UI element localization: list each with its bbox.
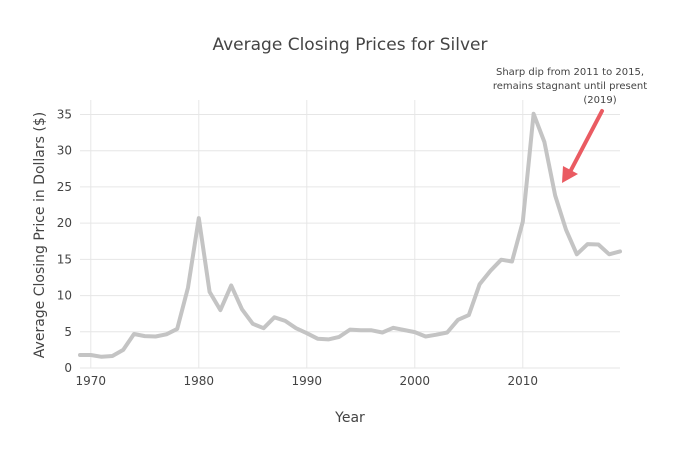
y-tick-label: 10 xyxy=(57,289,72,303)
annotation-line-1: Sharp dip from 2011 to 2015, xyxy=(496,67,644,78)
series-layer xyxy=(78,111,622,359)
y-tick-label: 5 xyxy=(64,325,72,339)
chart-title: Average Closing Prices for Silver xyxy=(212,35,487,55)
annotation-arrow xyxy=(568,109,604,174)
annotation-arrow-head xyxy=(562,166,578,183)
annotation: Sharp dip from 2011 to 2015, remains sta… xyxy=(493,67,647,183)
y-tick-label: 15 xyxy=(57,252,72,266)
x-tick-label: 2000 xyxy=(400,374,431,388)
y-tick-label: 25 xyxy=(57,180,72,194)
series-line xyxy=(78,111,622,359)
x-tick-label: 2010 xyxy=(508,374,539,388)
y-tick-label: 20 xyxy=(57,216,72,230)
annotation-line-3: (2019) xyxy=(583,95,616,106)
x-tick-label: 1970 xyxy=(76,374,107,388)
x-tick-label: 1980 xyxy=(184,374,215,388)
y-tick-label: 30 xyxy=(57,144,72,158)
y-tick-label: 35 xyxy=(57,107,72,121)
y-axis-title: Average Closing Price in Dollars ($) xyxy=(32,112,48,358)
axis-ticks: 0 5 10 15 20 25 30 35 1970 1980 1990 2000 2010 xyxy=(57,107,538,388)
y-tick-label: 0 xyxy=(64,361,72,375)
x-tick-label: 1990 xyxy=(292,374,323,388)
x-axis-title: Year xyxy=(334,410,365,426)
annotation-line-2: remains stagnant until present xyxy=(493,81,647,92)
